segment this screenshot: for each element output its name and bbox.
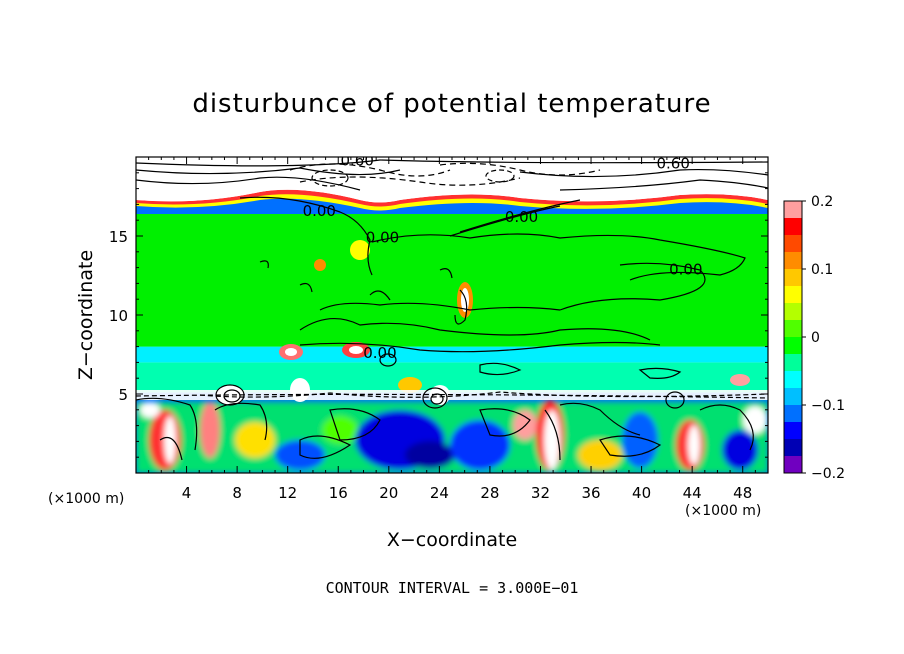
contour-label: 0.00 (363, 344, 396, 362)
x-axis-ticks: 4 8 12 16 20 24 28 32 36 40 44 48 (148, 157, 756, 502)
colorbar-tick-label: 0.1 (811, 262, 833, 278)
contour-lines (136, 159, 768, 461)
contour-interval-annotation: CONTOUR INTERVAL = 3.000E−01 (326, 579, 579, 597)
x-axis-unit-right: (×1000 m) (685, 503, 761, 519)
colorbar-tick-label: −0.1 (811, 398, 845, 414)
contour-label: 0.00 (505, 208, 538, 226)
colorbar-segment (784, 252, 802, 270)
boundary-layer-field (136, 400, 768, 473)
x-tick-label: 28 (480, 484, 499, 502)
contour-labels: 0.60 0.60 0.00 0.00 0.00 0.00 0.00 (303, 151, 703, 362)
x-axis-unit-left: (×1000 m) (48, 491, 124, 507)
colorbar-segment (784, 371, 802, 389)
y-axis-label: Z−coordinate (75, 250, 97, 380)
field-layer (136, 210, 768, 347)
colorbar (783, 200, 803, 474)
colorbar-segment (784, 269, 802, 287)
x-tick-label: 8 (232, 484, 242, 502)
colorbar-segment (784, 286, 802, 304)
colorbar-tick-label: −0.2 (811, 466, 845, 482)
colorbar-segment (784, 422, 802, 440)
y-tick-label: 15 (109, 228, 128, 246)
field-layer (136, 362, 768, 393)
contour-label: 0.00 (366, 229, 399, 247)
y-tick-label: 10 (109, 307, 128, 325)
x-tick-label: 24 (430, 484, 449, 502)
colorbar-segment (784, 405, 802, 423)
x-tick-label: 20 (379, 484, 398, 502)
colorbar-segment (784, 218, 802, 236)
colorbar-segment (784, 235, 802, 253)
colorbar-segment (784, 320, 802, 338)
colorbar-segment (784, 303, 802, 321)
chart-title: disturbunce of potential temperature (192, 89, 711, 119)
colorbar-segment (784, 354, 802, 372)
contour-label: 0.00 (303, 202, 336, 220)
colorbar-segment (784, 201, 802, 219)
x-tick-label: 40 (632, 484, 651, 502)
x-tick-label: 4 (182, 484, 192, 502)
colorbar-tick-label: 0.2 (811, 194, 833, 210)
colorbar-segment (784, 439, 802, 457)
plot-area: 0.60 0.60 0.00 0.00 0.00 0.00 0.00 (136, 151, 768, 473)
y-tick-label: 5 (118, 386, 128, 404)
colorbar-segment (784, 456, 802, 474)
x-tick-label: 12 (278, 484, 297, 502)
y-axis-ticks: 5 10 15 (109, 172, 768, 458)
field-layer (136, 346, 768, 363)
colorbar-segment (784, 337, 802, 355)
x-axis-label: X−coordinate (387, 529, 517, 551)
contour-label: 0.00 (669, 260, 702, 278)
x-tick-label: 44 (683, 484, 702, 502)
colorbar-ticks: 0.2 0.1 0 −0.1 −0.2 (802, 194, 845, 482)
colorbar-tick-label: 0 (811, 330, 820, 346)
colorbar-segment (784, 388, 802, 406)
contour-label: 0.60 (656, 154, 689, 172)
x-tick-label: 32 (531, 484, 550, 502)
x-tick-label: 16 (329, 484, 348, 502)
x-tick-label: 36 (581, 484, 600, 502)
contour-label: 0.60 (340, 151, 373, 169)
x-tick-label: 48 (733, 484, 752, 502)
